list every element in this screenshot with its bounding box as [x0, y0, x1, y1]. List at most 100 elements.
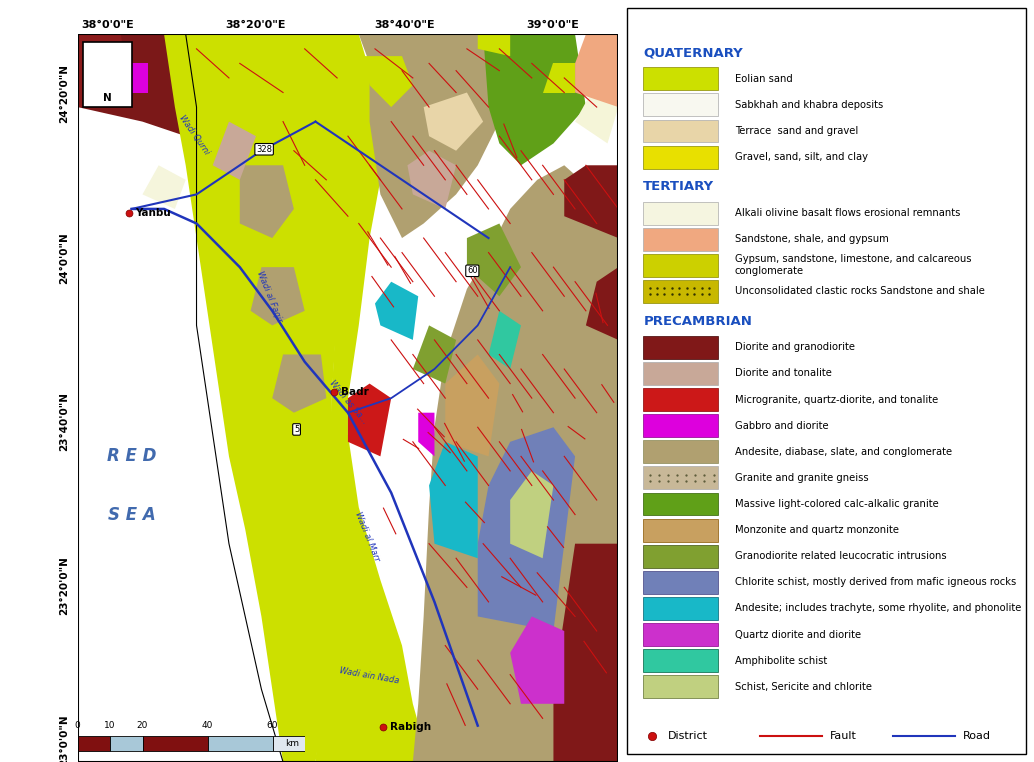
Polygon shape — [364, 56, 413, 107]
Text: Wadi al Marr: Wadi al Marr — [353, 511, 381, 562]
Text: 60: 60 — [467, 266, 478, 275]
Polygon shape — [121, 63, 148, 92]
Text: Yanbu: Yanbu — [135, 207, 172, 218]
Polygon shape — [359, 34, 510, 238]
Bar — [643, 228, 718, 251]
Polygon shape — [418, 413, 434, 456]
Text: Amphibolite schist: Amphibolite schist — [735, 655, 827, 666]
Bar — [643, 120, 718, 142]
Text: 328: 328 — [256, 145, 272, 154]
Text: Wadi ain Nada: Wadi ain Nada — [339, 667, 400, 686]
Bar — [643, 519, 718, 542]
Text: Fault: Fault — [830, 732, 857, 741]
Polygon shape — [347, 383, 391, 456]
Text: Andesite, diabase, slate, and conglomerate: Andesite, diabase, slate, and conglomera… — [735, 447, 952, 456]
Bar — [643, 571, 718, 594]
Polygon shape — [488, 311, 521, 369]
Text: Microgranite, quartz-diorite, and tonalite: Microgranite, quartz-diorite, and tonali… — [735, 395, 938, 405]
Text: Alkali olivine basalt flows erosional remnants: Alkali olivine basalt flows erosional re… — [735, 208, 961, 218]
Bar — [273, 736, 305, 751]
Polygon shape — [478, 34, 510, 56]
Text: Gravel, sand, silt, and clay: Gravel, sand, silt, and clay — [735, 152, 868, 162]
Text: 24°0'0"N: 24°0'0"N — [59, 232, 69, 283]
Polygon shape — [213, 122, 256, 180]
Polygon shape — [553, 544, 618, 762]
Text: 39°0'0"E: 39°0'0"E — [526, 21, 579, 30]
Polygon shape — [78, 34, 218, 136]
Text: Wadi al Faqir: Wadi al Faqir — [255, 269, 284, 323]
Text: Schist, Sericite and chlorite: Schist, Sericite and chlorite — [735, 682, 872, 692]
Bar — [643, 254, 718, 277]
Text: TERTIARY: TERTIARY — [643, 181, 714, 194]
Text: 38°40'0"E: 38°40'0"E — [374, 21, 435, 30]
Text: Eolian sand: Eolian sand — [735, 74, 792, 84]
Text: Gabbro and diorite: Gabbro and diorite — [735, 421, 828, 431]
Polygon shape — [240, 165, 294, 238]
Text: 24°20'0"N: 24°20'0"N — [59, 65, 69, 123]
Bar — [643, 146, 718, 168]
Bar — [643, 415, 718, 437]
Bar — [643, 675, 718, 698]
Polygon shape — [575, 34, 618, 107]
Polygon shape — [407, 151, 456, 209]
Text: Badr: Badr — [341, 387, 369, 397]
Text: Road: Road — [964, 732, 992, 741]
Polygon shape — [272, 354, 327, 413]
Text: Sandstone, shale, and gypsum: Sandstone, shale, and gypsum — [735, 234, 888, 244]
Polygon shape — [424, 92, 483, 151]
Text: Sabkhah and khabra deposits: Sabkhah and khabra deposits — [735, 100, 883, 110]
Text: R E D: R E D — [107, 447, 156, 466]
Bar — [643, 280, 718, 303]
Text: Massive light-colored calc-alkalic granite: Massive light-colored calc-alkalic grani… — [735, 499, 939, 509]
Polygon shape — [78, 34, 131, 107]
Bar — [643, 336, 718, 359]
Bar — [643, 388, 718, 411]
Bar — [83, 42, 131, 107]
Polygon shape — [413, 165, 618, 762]
Polygon shape — [510, 471, 553, 559]
Polygon shape — [575, 92, 618, 143]
Text: 60: 60 — [267, 722, 278, 731]
Text: Rabigh: Rabigh — [390, 722, 431, 732]
Text: 40: 40 — [202, 722, 213, 731]
Text: District: District — [668, 732, 708, 741]
Text: 38°20'0"E: 38°20'0"E — [225, 21, 286, 30]
Text: Unconsolidated clastic rocks Sandstone and shale: Unconsolidated clastic rocks Sandstone a… — [735, 287, 984, 296]
Polygon shape — [565, 165, 618, 238]
Text: 23°20'0"N: 23°20'0"N — [59, 555, 69, 615]
Bar — [643, 67, 718, 90]
Polygon shape — [250, 267, 305, 325]
Bar — [643, 362, 718, 385]
Polygon shape — [315, 34, 429, 762]
Polygon shape — [446, 354, 499, 456]
Polygon shape — [543, 63, 575, 92]
Text: 0: 0 — [74, 722, 81, 731]
Polygon shape — [315, 34, 413, 762]
Text: 20: 20 — [136, 722, 148, 731]
Bar — [643, 202, 718, 225]
Polygon shape — [478, 427, 575, 631]
Text: QUATERNARY: QUATERNARY — [643, 46, 743, 59]
Polygon shape — [510, 616, 565, 704]
Bar — [643, 492, 718, 515]
Bar — [208, 736, 273, 751]
Bar — [643, 623, 718, 646]
Polygon shape — [143, 34, 369, 762]
Polygon shape — [586, 267, 618, 340]
Text: 5: 5 — [294, 425, 299, 434]
Text: Chlorite schist, mostly derived from mafic igneous rocks: Chlorite schist, mostly derived from maf… — [735, 578, 1016, 588]
Text: N: N — [103, 92, 112, 103]
Text: 38°0'0"E: 38°0'0"E — [81, 21, 133, 30]
Text: 23°0'0"N: 23°0'0"N — [59, 714, 69, 762]
Bar — [110, 736, 143, 751]
Text: Gypsum, sandstone, limestone, and calcareous conglomerate: Gypsum, sandstone, limestone, and calcar… — [735, 255, 971, 276]
Polygon shape — [429, 442, 478, 559]
Bar — [643, 545, 718, 568]
Polygon shape — [375, 282, 418, 340]
Text: Quartz diorite and diorite: Quartz diorite and diorite — [735, 629, 861, 639]
Text: Terrace  sand and gravel: Terrace sand and gravel — [735, 126, 858, 136]
Text: Diorite and tonalite: Diorite and tonalite — [735, 369, 831, 379]
Bar — [143, 736, 208, 751]
Bar — [643, 94, 718, 117]
Bar — [643, 440, 718, 463]
